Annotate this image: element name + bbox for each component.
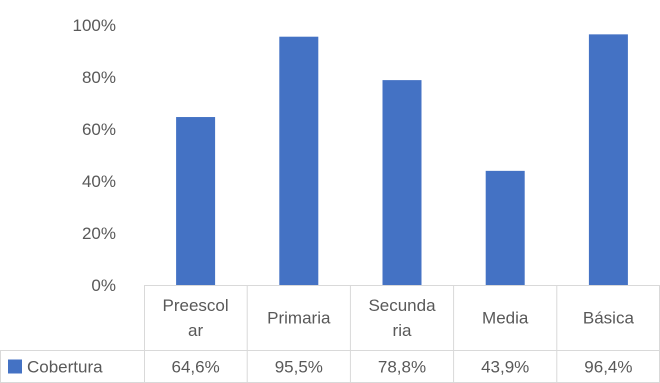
y-tick-label: 60% <box>82 120 116 139</box>
value-label: 43,9% <box>481 358 529 377</box>
bar <box>588 34 628 285</box>
value-label: 64,6% <box>171 358 219 377</box>
category-label: Secunda <box>368 296 436 315</box>
value-label: 78,8% <box>378 358 426 377</box>
category-label: Primaria <box>267 309 331 328</box>
bar <box>485 170 525 285</box>
bar <box>382 80 422 286</box>
y-tick-label: 40% <box>82 172 116 191</box>
y-tick-label: 100% <box>73 16 116 35</box>
y-axis: 0% 20% 40% 60% 80% 100% <box>73 16 116 295</box>
value-label: 96,4% <box>584 358 632 377</box>
legend-swatch <box>8 359 22 374</box>
value-label: 95,5% <box>275 358 323 377</box>
y-tick-label: 80% <box>82 68 116 87</box>
legend-label: Cobertura <box>27 358 103 377</box>
category-label: Básica <box>583 309 635 328</box>
category-label: ar <box>188 321 203 340</box>
y-tick-label: 20% <box>82 224 116 243</box>
category-label: ria <box>393 321 412 340</box>
category-label: Media <box>482 309 529 328</box>
bar <box>176 117 216 285</box>
category-label: Preescol <box>163 296 229 315</box>
bars <box>176 34 628 286</box>
bar <box>279 36 319 286</box>
data-table: Preescol ar Primaria Secunda ria Media Básica C… <box>0 285 660 383</box>
y-tick-label: 0% <box>91 276 116 295</box>
